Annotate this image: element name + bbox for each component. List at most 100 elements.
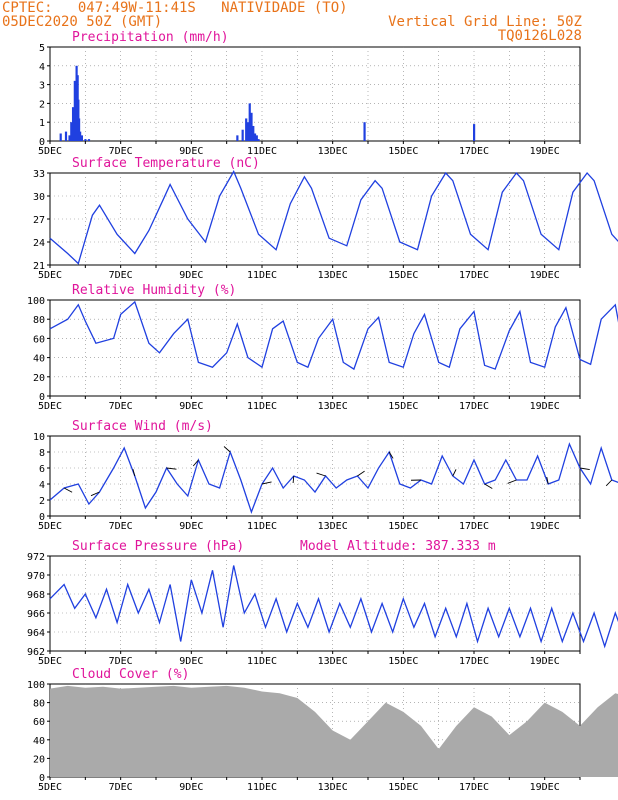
y-tick-label: 6 xyxy=(39,464,45,475)
y-tick-label: 0 xyxy=(39,137,45,148)
temp-series-line xyxy=(49,170,618,265)
wind-series-line xyxy=(49,442,618,514)
x-tick-label: 5DEC xyxy=(38,782,62,793)
x-tick-label: 17DEC xyxy=(459,146,489,157)
wind-arrow xyxy=(192,459,199,467)
x-tick-label: 7DEC xyxy=(109,401,133,412)
x-tick-label: 13DEC xyxy=(318,401,348,412)
y-tick-label: 100 xyxy=(27,680,45,691)
wind-arrow xyxy=(484,483,493,489)
cloud-area xyxy=(50,685,618,777)
y-tick-label: 27 xyxy=(33,215,45,226)
precip-bar xyxy=(253,133,257,141)
y-tick-label: 3 xyxy=(39,81,45,92)
wind-arrow xyxy=(357,470,365,477)
precip-bar xyxy=(241,129,244,141)
y-tick-label: 0 xyxy=(39,773,45,784)
x-tick-label: 11DEC xyxy=(247,146,277,157)
y-tick-label: 0 xyxy=(39,392,45,403)
precip-bar xyxy=(473,124,476,141)
x-tick-label: 17DEC xyxy=(459,521,489,532)
wind-arrow xyxy=(605,479,613,487)
x-tick-label: 5DEC xyxy=(38,401,62,412)
x-tick-label: 11DEC xyxy=(247,782,277,793)
y-tick-label: 4 xyxy=(39,62,45,73)
plot-frame xyxy=(49,555,581,652)
x-tick-label: 5DEC xyxy=(38,270,62,281)
y-tick-label: 21 xyxy=(33,261,45,272)
plot-frame xyxy=(49,299,581,397)
pres-series-line xyxy=(49,565,618,649)
y-tick-label: 4 xyxy=(39,480,45,491)
panel-title: Surface Temperature (nC) xyxy=(72,156,260,171)
y-tick-label: 80 xyxy=(33,699,45,710)
x-tick-label: 17DEC xyxy=(459,270,489,281)
x-tick-label: 19DEC xyxy=(530,401,560,412)
wind-arrow xyxy=(132,469,136,477)
y-tick-label: 24 xyxy=(33,238,45,249)
x-tick-label: 15DEC xyxy=(388,656,418,667)
y-tick-label: 2 xyxy=(39,99,45,110)
header-model-code: TQ0126L028 xyxy=(497,28,582,44)
wind-arrow xyxy=(546,476,549,485)
x-tick-label: 9DEC xyxy=(179,146,203,157)
x-tick-label: 17DEC xyxy=(459,782,489,793)
wind-arrow xyxy=(90,491,100,497)
x-tick-label: 5DEC xyxy=(38,146,62,157)
x-tick-label: 17DEC xyxy=(459,401,489,412)
wind-arrow xyxy=(63,487,73,493)
precip-bar xyxy=(250,112,253,141)
precip-bar xyxy=(59,133,62,141)
y-tick-label: 40 xyxy=(33,736,45,747)
x-tick-label: 19DEC xyxy=(530,656,560,667)
wind-arrow xyxy=(292,475,295,484)
header-date: 05DEC2020 50Z (GMT) xyxy=(2,14,163,30)
precip-bar xyxy=(84,139,87,141)
precip-bar xyxy=(79,131,82,141)
y-tick-label: 80 xyxy=(33,315,45,326)
x-tick-label: 11DEC xyxy=(247,521,277,532)
x-tick-label: 9DEC xyxy=(179,521,203,532)
x-tick-label: 19DEC xyxy=(530,521,560,532)
panel-annotation: Model Altitude: 387.333 m xyxy=(300,539,496,554)
precip-bar xyxy=(236,135,239,141)
x-tick-label: 19DEC xyxy=(530,270,560,281)
panel-title: Cloud Cover (%) xyxy=(72,667,189,682)
x-tick-label: 9DEC xyxy=(179,782,203,793)
x-tick-label: 7DEC xyxy=(109,146,133,157)
x-tick-label: 13DEC xyxy=(318,782,348,793)
panel-title: Relative Humidity (%) xyxy=(72,283,236,298)
wind-arrow xyxy=(166,467,177,470)
precip-bar xyxy=(87,139,91,141)
wind-arrow xyxy=(261,481,272,485)
x-tick-label: 15DEC xyxy=(388,146,418,157)
precip-bar xyxy=(248,103,251,141)
x-tick-label: 9DEC xyxy=(179,270,203,281)
x-tick-label: 19DEC xyxy=(530,782,560,793)
x-tick-label: 13DEC xyxy=(318,270,348,281)
header-station: CPTEC: 047:49W-11:41S NATIVIDADE (TO) xyxy=(2,0,348,16)
precip-bar xyxy=(70,122,73,141)
x-tick-label: 15DEC xyxy=(388,782,418,793)
x-tick-label: 19DEC xyxy=(530,146,560,157)
x-tick-label: 13DEC xyxy=(318,521,348,532)
x-tick-label: 15DEC xyxy=(388,401,418,412)
panel-title: Precipitation (mm/h) xyxy=(72,30,229,45)
y-tick-label: 20 xyxy=(33,373,45,384)
x-tick-label: 13DEC xyxy=(318,656,348,667)
y-tick-label: 964 xyxy=(27,628,45,639)
y-tick-label: 966 xyxy=(27,609,45,620)
wind-arrow xyxy=(316,472,326,477)
y-tick-label: 60 xyxy=(33,334,45,345)
y-tick-label: 962 xyxy=(27,647,45,658)
precip-bar xyxy=(246,122,250,141)
plot-frame xyxy=(49,435,581,517)
header-grid-note: Vertical Grid Line: 50Z xyxy=(388,14,582,30)
x-tick-label: 9DEC xyxy=(179,656,203,667)
y-tick-label: 60 xyxy=(33,717,45,728)
y-tick-label: 2 xyxy=(39,496,45,507)
x-tick-label: 7DEC xyxy=(109,782,133,793)
y-tick-label: 0 xyxy=(39,512,45,523)
y-tick-label: 10 xyxy=(33,432,45,443)
